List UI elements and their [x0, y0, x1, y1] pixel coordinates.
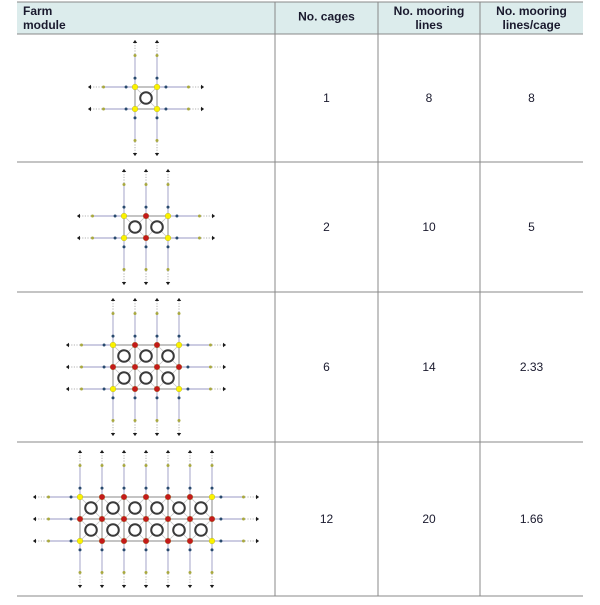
svg-text:8: 8	[528, 91, 535, 105]
svg-text:No. mooring: No. mooring	[394, 4, 465, 18]
svg-text:6: 6	[323, 360, 330, 374]
svg-text:2: 2	[323, 220, 330, 234]
svg-text:10: 10	[422, 220, 436, 234]
svg-text:lines/cage: lines/cage	[502, 18, 560, 32]
svg-text:14: 14	[422, 360, 436, 374]
svg-text:module: module	[23, 18, 66, 32]
svg-text:20: 20	[422, 512, 436, 526]
svg-text:Farm: Farm	[23, 4, 52, 18]
svg-text:2.33: 2.33	[520, 360, 544, 374]
svg-text:8: 8	[426, 91, 433, 105]
svg-text:12: 12	[320, 512, 334, 526]
svg-text:1: 1	[323, 91, 330, 105]
svg-text:No. mooring: No. mooring	[496, 4, 567, 18]
svg-text:No. cages: No. cages	[298, 10, 355, 24]
svg-text:5: 5	[528, 220, 535, 234]
svg-text:lines: lines	[415, 18, 443, 32]
svg-text:1.66: 1.66	[520, 512, 544, 526]
